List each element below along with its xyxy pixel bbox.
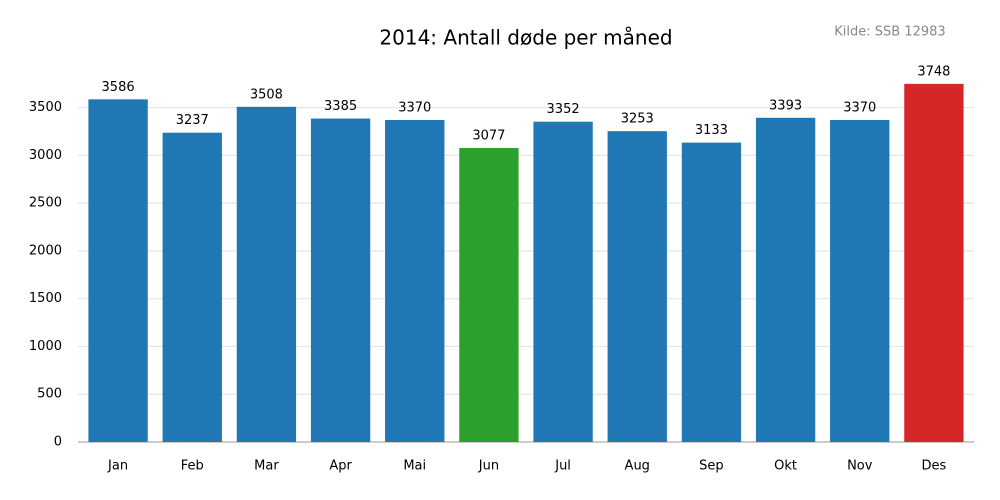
x-tick-label: Sep (699, 459, 724, 474)
bar (830, 119, 890, 442)
bar (904, 83, 964, 443)
data-label: 3393 (769, 98, 802, 113)
x-tick-label: Nov (847, 459, 873, 474)
y-tick-label: 2000 (29, 243, 62, 258)
data-label: 3352 (547, 102, 580, 117)
y-tick-label: 3000 (29, 148, 62, 163)
y-tick-label: 1500 (29, 291, 62, 306)
data-label: 3508 (250, 87, 283, 102)
y-tick-label: 2500 (29, 196, 62, 211)
bar (162, 132, 222, 442)
bar (385, 119, 445, 442)
data-label: 3370 (398, 100, 431, 115)
bar (533, 121, 593, 442)
bar (236, 106, 297, 442)
bar (755, 117, 816, 442)
x-tick-label: Jun (478, 459, 499, 474)
x-tick-label: Jan (107, 459, 128, 474)
x-tick-label: Feb (181, 459, 204, 474)
x-tick-label: Mar (254, 459, 279, 474)
data-label: 3748 (917, 64, 950, 79)
data-label: 3237 (176, 113, 209, 128)
x-tick-label: Aug (625, 459, 650, 474)
chart-title: 2014: Antall døde per måned (379, 26, 672, 50)
bar (607, 131, 667, 442)
data-label: 3586 (102, 80, 135, 95)
bar (310, 118, 371, 442)
y-tick-label: 500 (37, 387, 62, 402)
bar (681, 142, 742, 442)
x-tick-label: Mai (403, 459, 426, 474)
x-tick-label: Des (922, 459, 947, 474)
x-tick-label: Apr (329, 459, 352, 474)
data-label: 3370 (843, 100, 876, 115)
y-tick-label: 1000 (29, 339, 62, 354)
y-tick-label: 0 (54, 435, 62, 450)
x-tick-label: Jul (554, 459, 571, 474)
y-tick-label: 3500 (29, 100, 62, 115)
bar (88, 99, 148, 442)
data-label: 3133 (695, 123, 728, 138)
bar (459, 147, 519, 442)
data-label: 3077 (472, 128, 505, 143)
source-note: Kilde: SSB 12983 (834, 25, 945, 40)
data-label: 3253 (621, 112, 654, 127)
x-tick-label: Okt (774, 459, 797, 474)
data-label: 3385 (324, 99, 357, 114)
